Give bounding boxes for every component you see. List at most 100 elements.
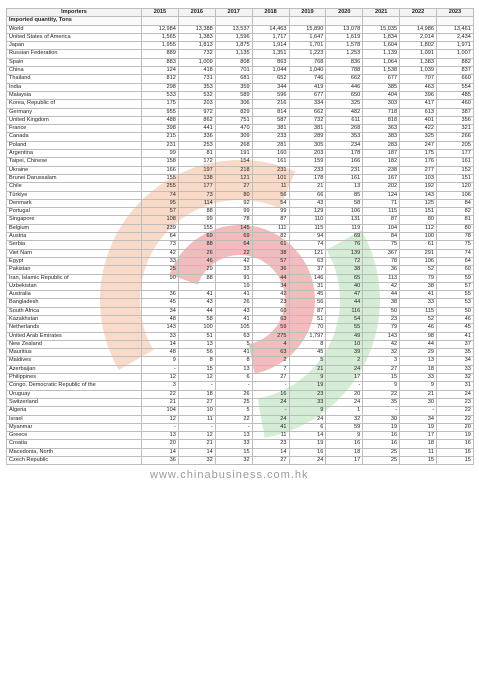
quantity-cell: 25: [214, 397, 253, 408]
quantity-cell: 94: [288, 231, 327, 242]
year-header: 2015: [141, 7, 179, 18]
quantity-cell: 43: [177, 298, 216, 308]
quantity-cell: 24: [251, 414, 290, 424]
quantity-cell: 70: [288, 323, 327, 333]
quantity-cell: 289: [288, 132, 327, 142]
table-row: Poland 231 253 268 281 305 234 283 247 205: [6, 140, 474, 151]
quantity-cell: 396: [399, 90, 437, 101]
quantity-cell: 14: [141, 447, 179, 458]
quantity-cell: 121: [288, 248, 327, 258]
quantity-cell: 1,040: [288, 66, 327, 76]
year-header: 2016: [177, 7, 216, 18]
quantity-cell: 33: [214, 439, 253, 449]
quantity-cell: 15: [362, 373, 401, 383]
quantity-cell: 11: [177, 414, 216, 424]
quantity-cell: 9: [141, 356, 179, 366]
quantity-cell: 88: [177, 240, 216, 250]
quantity-cell: 81: [436, 215, 474, 225]
table-row: Mauritius 48 56 41 63 45 39 32 29 35: [6, 348, 474, 358]
quantity-cell: 18: [177, 389, 216, 399]
quantity-cell: 16: [436, 447, 474, 458]
country-name: South Africa: [6, 306, 142, 317]
quantity-cell: 56: [251, 190, 290, 200]
quantity-cell: 1,619: [325, 32, 364, 43]
quantity-cell: 143: [362, 331, 401, 341]
quantity-cell: 381: [251, 124, 290, 134]
quantity-cell: 6: [288, 422, 327, 433]
quantity-cell: 82: [251, 231, 290, 242]
table-row: United States of America 1,565 1,383 1,596 1…: [6, 32, 474, 43]
quantity-cell: 106: [399, 256, 437, 267]
quantity-cell: 172: [177, 157, 216, 167]
quantity-cell: 22: [214, 248, 253, 258]
quantity-cell: 64: [214, 240, 253, 250]
quantity-cell: 55: [325, 323, 364, 333]
quantity-cell: 124: [362, 190, 401, 200]
quantity-cell: 6: [214, 373, 253, 383]
quantity-cell: 613: [399, 107, 437, 117]
quantity-cell: 151: [399, 207, 437, 217]
quantity-cell: 22: [141, 389, 179, 399]
quantity-cell: 138: [177, 173, 216, 184]
quantity-cell: 31: [288, 281, 327, 292]
quantity-cell: 54: [325, 314, 364, 325]
quantity-cell: 65: [325, 273, 364, 283]
quantity-cell: 15: [177, 364, 216, 375]
quantity-cell: 111: [251, 223, 290, 234]
quantity-cell: 98: [399, 331, 437, 341]
quantity-cell: 114: [177, 198, 216, 209]
quantity-cell: 10: [325, 339, 364, 350]
quantity-cell: 79: [399, 273, 437, 283]
country-name: Croatia: [6, 439, 142, 449]
country-name: Mauritius: [6, 348, 142, 358]
country-name: France: [6, 124, 142, 134]
table-row: United Arab Emirates 33 51 63 275 1,797 49 143 9…: [6, 331, 474, 341]
quantity-cell: 1,565: [141, 32, 179, 43]
quantity-cell: 45: [436, 323, 474, 333]
quantity-cell: 26: [214, 298, 253, 308]
quantity-cell: 106: [436, 190, 474, 200]
quantity-cell: 15,890: [288, 24, 327, 34]
quantity-cell: 768: [288, 57, 327, 68]
quantity-cell: 64: [436, 256, 474, 267]
quantity-cell: 99: [251, 207, 290, 217]
country-name: Azerbaijan: [6, 364, 142, 375]
country-name: Netherlands: [6, 323, 142, 333]
quantity-cell: 41: [436, 331, 474, 341]
quantity-cell: [177, 281, 216, 292]
quantity-cell: 120: [436, 182, 474, 192]
quantity-cell: 652: [251, 74, 290, 84]
table-row: Denmark 95 114 92 54 43 58 71 125 84: [6, 198, 474, 209]
quantity-cell: 87: [362, 215, 401, 225]
quantity-cell: 203: [288, 149, 327, 159]
quantity-cell: 23: [362, 314, 401, 325]
quantity-cell: 16: [362, 431, 401, 441]
table-row: China 124 418 701 1,044 1,040 788 1,538 1,039 837: [6, 66, 474, 76]
quantity-cell: 24: [436, 389, 474, 399]
quantity-cell: 100: [399, 231, 437, 242]
quantity-cell: 112: [399, 223, 437, 234]
quantity-cell: 167: [362, 173, 401, 184]
country-name: Taipei, Chinese: [6, 157, 142, 167]
quantity-cell: 57: [141, 207, 179, 217]
country-name: Australia: [6, 290, 142, 300]
quantity-cell: 73: [177, 190, 216, 200]
quantity-cell: 12: [177, 373, 216, 383]
quantity-cell: 13: [399, 356, 437, 366]
quantity-cell: 883: [141, 57, 179, 68]
table-row: Austria 64 69 69 82 94 69 84 100 78: [6, 231, 474, 242]
quantity-cell: -: [362, 406, 401, 416]
table-row: France 398 441 470 381 381 268 363 422 321: [6, 124, 474, 134]
quantity-cell: 1,578: [325, 41, 364, 51]
table-row: Australia 36 41 41 42 45 47 44 41 55: [6, 290, 474, 300]
quantity-cell: 85: [325, 190, 364, 200]
quantity-cell: 5: [214, 339, 253, 350]
country-name: New Zealand: [6, 339, 142, 350]
quantity-cell: 182: [362, 157, 401, 167]
quantity-cell: 202: [362, 182, 401, 192]
quantity-cell: 1,604: [362, 41, 401, 51]
quantity-cell: 99: [177, 215, 216, 225]
quantity-cell: 29: [177, 265, 216, 275]
quantity-cell: 14: [288, 431, 327, 441]
quantity-cell: 166: [325, 157, 364, 167]
